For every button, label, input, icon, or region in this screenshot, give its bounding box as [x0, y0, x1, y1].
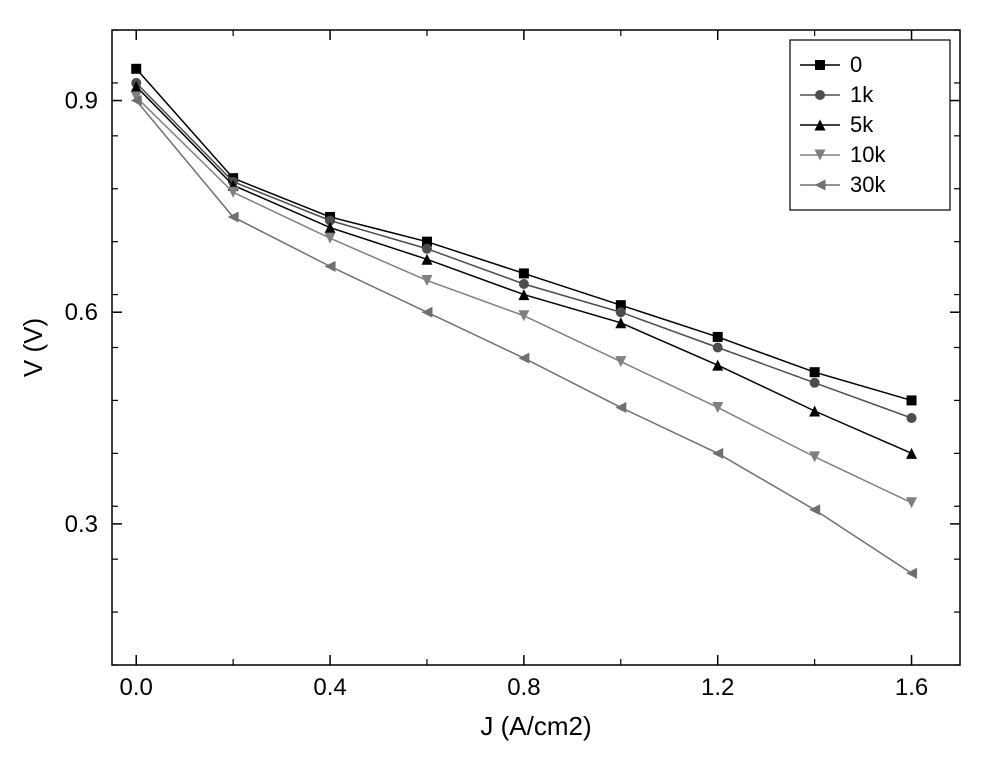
- y-tick-label: 0.6: [65, 299, 98, 326]
- x-tick-label: 0.8: [507, 674, 540, 701]
- y-tick-label: 0.3: [65, 511, 98, 538]
- legend-item-label: 5k: [850, 112, 874, 137]
- y-tick-label: 0.9: [65, 88, 98, 115]
- legend-item-label: 30k: [850, 172, 886, 197]
- x-tick-label: 0.0: [120, 674, 153, 701]
- x-tick-label: 1.2: [701, 674, 734, 701]
- legend-item-label: 10k: [850, 142, 886, 167]
- x-tick-label: 1.6: [895, 674, 928, 701]
- legend: 0 1k 5k 10k 30k: [790, 40, 950, 210]
- y-axis-label: V (V): [18, 318, 48, 377]
- polarization-chart: 0.0 0.4 0.8 1.2 1.6 0.3 0.6 0.9 J (A/cm2) V (V) 0 1…: [0, 0, 1000, 773]
- x-axis-label: J (A/cm2): [480, 711, 591, 741]
- chart-container: 0.0 0.4 0.8 1.2 1.6 0.3 0.6 0.9 J (A/cm2) V (V) 0 1…: [0, 0, 1000, 773]
- legend-item-label: 1k: [850, 82, 874, 107]
- x-tick-label: 0.4: [313, 674, 346, 701]
- legend-item-label: 0: [850, 52, 862, 77]
